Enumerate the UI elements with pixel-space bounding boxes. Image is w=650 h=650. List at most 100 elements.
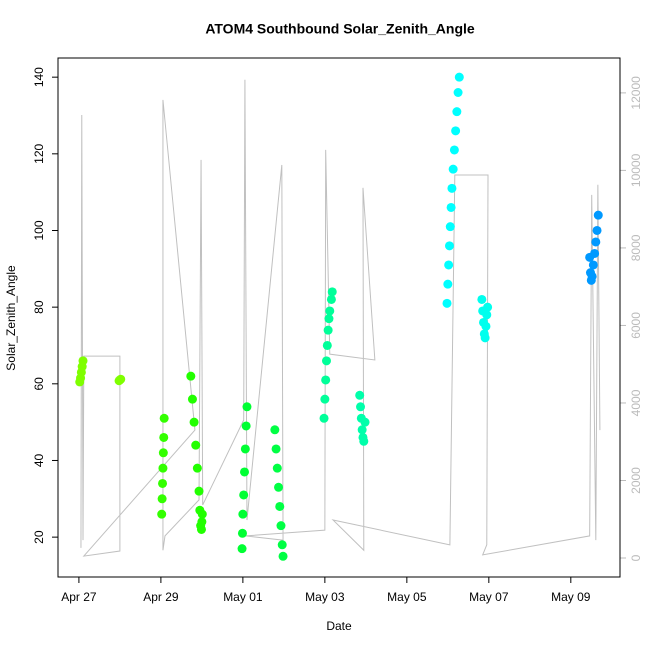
point (480, 333, 490, 343)
point (189, 417, 199, 427)
y-axis-label: Solar_Zenith_Angle (4, 265, 18, 371)
point (593, 210, 603, 220)
point (449, 145, 459, 155)
point (444, 241, 454, 251)
point (186, 371, 196, 381)
y2-tick-label: 6000 (629, 312, 643, 339)
point (359, 436, 369, 446)
point (197, 509, 207, 519)
point (587, 271, 597, 281)
x-axis-label: Date (326, 619, 352, 633)
point (322, 340, 332, 350)
point (275, 501, 285, 511)
point (444, 260, 454, 270)
point (237, 528, 247, 538)
point (157, 494, 167, 504)
y2-tick-label: 0 (629, 554, 643, 561)
point (481, 321, 491, 331)
y-tick-label: 120 (32, 143, 46, 163)
y-tick-label: 20 (32, 530, 46, 544)
point (78, 356, 88, 366)
point (321, 375, 331, 385)
y2-tick-label: 12000 (629, 76, 643, 110)
point (324, 314, 334, 324)
y2-tick-label: 2000 (629, 467, 643, 494)
point (443, 279, 453, 289)
point (240, 467, 250, 477)
point (327, 287, 337, 297)
point (360, 417, 370, 427)
point (157, 509, 167, 519)
x-tick-label: May 01 (223, 590, 263, 604)
point (323, 325, 333, 335)
gray-line (80, 79, 601, 557)
point (159, 413, 169, 423)
y2-tick-label: 10000 (629, 153, 643, 187)
point (158, 478, 168, 488)
y-tick-label: 60 (32, 377, 46, 391)
x-tick-label: May 07 (469, 590, 509, 604)
point (326, 294, 336, 304)
point (271, 444, 281, 454)
point (270, 425, 280, 435)
point (278, 551, 288, 561)
chart-title: ATOM4 Southbound Solar_Zenith_Angle (205, 21, 475, 37)
point (116, 374, 126, 384)
point (274, 482, 284, 492)
x-tick-label: May 09 (551, 590, 591, 604)
point (237, 544, 247, 554)
point (159, 432, 169, 442)
y-tick-label: 100 (32, 220, 46, 240)
point (196, 524, 206, 534)
x-tick-label: Apr 29 (143, 590, 179, 604)
x-tick-label: May 03 (305, 590, 345, 604)
plot-frame (57, 57, 621, 578)
point (277, 540, 287, 550)
point (356, 402, 366, 412)
point (442, 298, 452, 308)
y2-tick-label: 4000 (629, 389, 643, 416)
point (191, 440, 201, 450)
point (321, 356, 331, 366)
x-tick-label: Apr 27 (61, 590, 97, 604)
point (477, 294, 487, 304)
point (241, 421, 251, 431)
point (592, 225, 602, 235)
point (319, 413, 329, 423)
point (591, 237, 601, 247)
point (451, 126, 461, 136)
point (242, 402, 252, 412)
point (482, 310, 492, 320)
point (194, 486, 204, 496)
y-tick-label: 80 (32, 300, 46, 314)
point (158, 463, 168, 473)
point (320, 394, 330, 404)
point (276, 521, 286, 531)
point (158, 448, 168, 458)
point (192, 463, 202, 473)
point (483, 302, 493, 312)
point (355, 390, 365, 400)
point (454, 72, 464, 82)
point (238, 509, 248, 519)
point (239, 490, 249, 500)
point (446, 202, 456, 212)
y-tick-label: 140 (32, 67, 46, 87)
point (453, 87, 463, 97)
point (197, 517, 207, 527)
point (357, 425, 367, 435)
point (448, 164, 458, 174)
point (240, 444, 250, 454)
x-tick-label: May 05 (387, 590, 427, 604)
point (187, 394, 197, 404)
point (447, 183, 457, 193)
point (590, 248, 600, 258)
point (272, 463, 282, 473)
point (445, 222, 455, 232)
y2-tick-label: 8000 (629, 234, 643, 261)
point (325, 306, 335, 316)
y-tick-label: 40 (32, 453, 46, 467)
point (588, 260, 598, 270)
